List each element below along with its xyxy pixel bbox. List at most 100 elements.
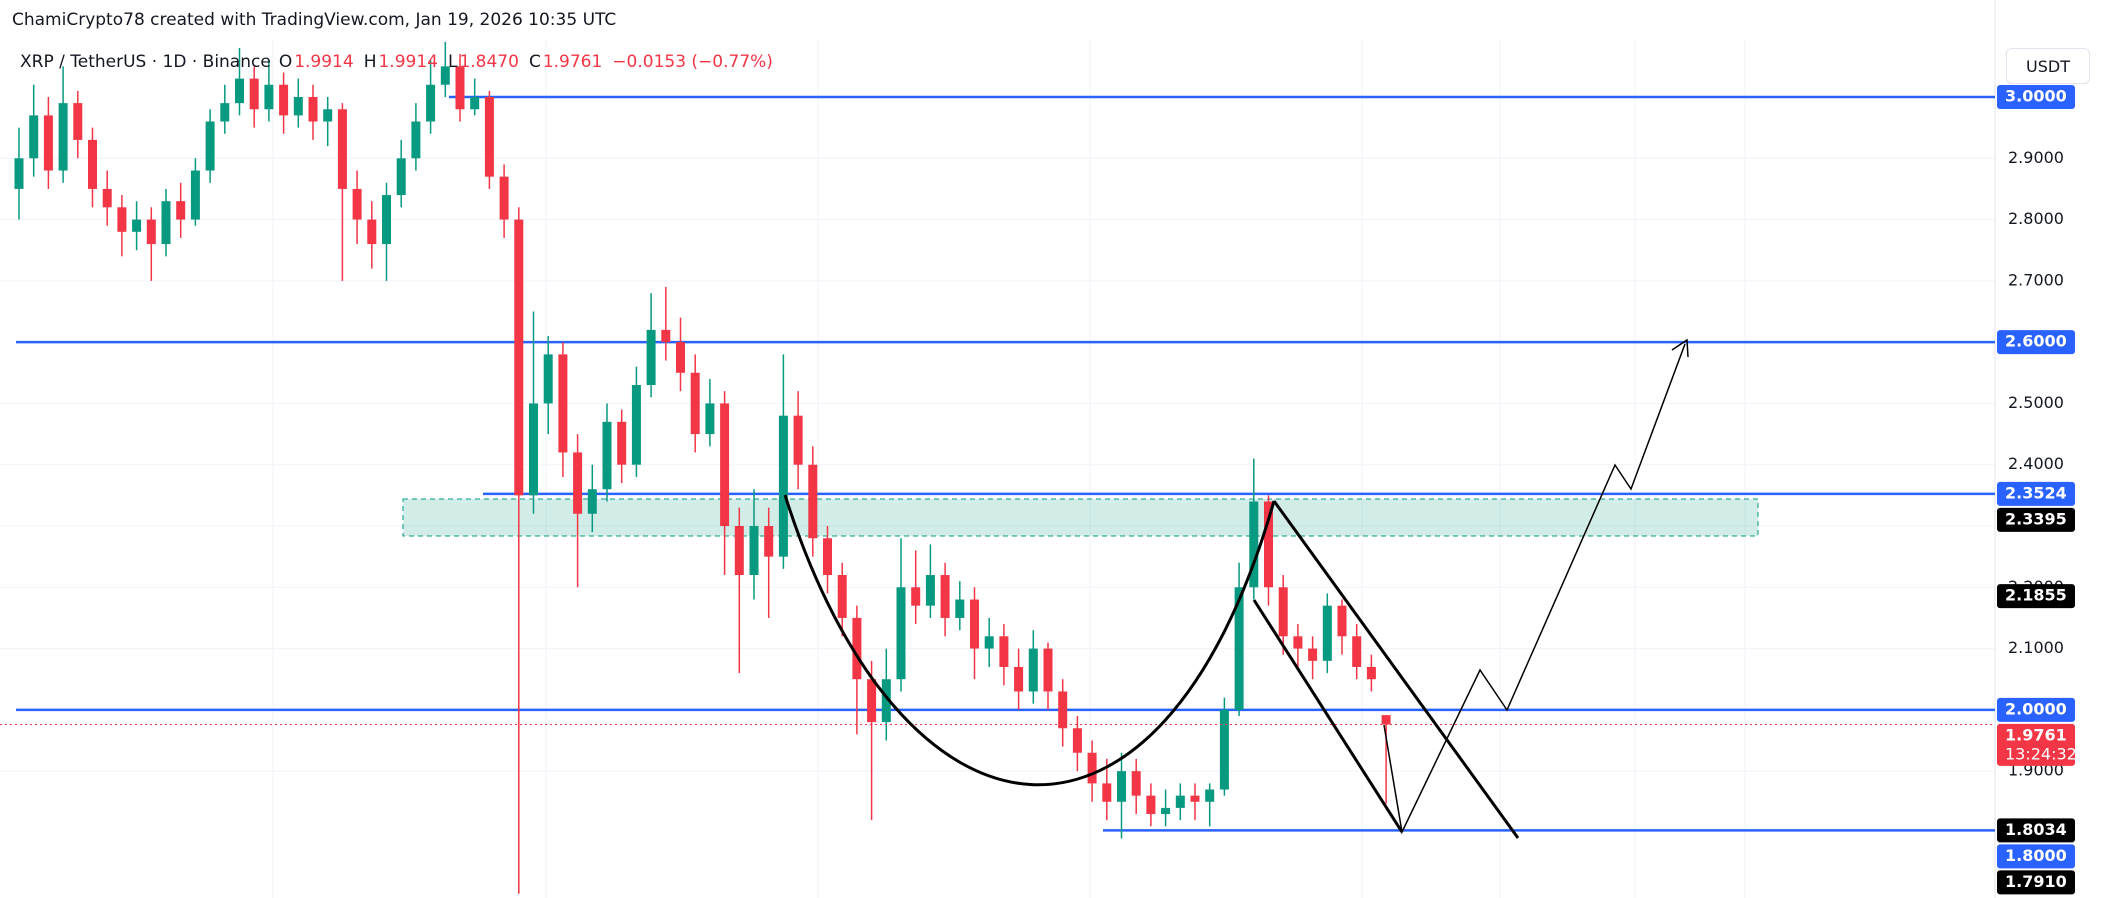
candle-body	[999, 636, 1009, 667]
candle-body	[352, 188, 362, 220]
candle-body	[279, 84, 289, 116]
candle-body	[73, 103, 83, 140]
candle-body	[690, 372, 700, 435]
price-tag	[1997, 844, 2075, 869]
candle-body	[764, 525, 774, 557]
projection-arrowhead	[1671, 338, 1689, 358]
price-tag-label: 2.3524	[2005, 483, 2067, 502]
candle-body	[602, 421, 612, 490]
candle-body	[176, 201, 186, 220]
price-tag-label: 2.6000	[2005, 332, 2067, 351]
price-tag-label: 2.3395	[2005, 509, 2067, 528]
candle-body	[455, 66, 465, 110]
y-tick-label: 2.5000	[2008, 393, 2064, 412]
price-tag	[1997, 330, 2075, 355]
candle-body	[1322, 605, 1332, 661]
candle-body	[793, 415, 803, 465]
candle-body	[1014, 666, 1024, 692]
candle-body	[514, 219, 524, 496]
candle-body	[1352, 636, 1362, 667]
ohlc-value: 1.9914	[378, 52, 438, 72]
candle-body	[1072, 728, 1082, 753]
candle-body	[1381, 715, 1391, 725]
candle-body	[190, 170, 200, 220]
price-tag	[1997, 584, 2075, 609]
ohlc-key: L	[447, 52, 458, 72]
candle-body	[778, 415, 788, 557]
y-tick-label: 2.4000	[2008, 454, 2064, 473]
y-tick-label: 2.8000	[2008, 209, 2064, 228]
candle-body	[1308, 648, 1318, 661]
candle-body	[925, 575, 935, 606]
candle-body	[161, 201, 171, 245]
candle-body	[484, 96, 494, 177]
change: −0.0153 (−0.77%)	[612, 52, 773, 72]
candle-body	[573, 452, 583, 514]
ohlc-key: H	[363, 52, 377, 72]
candle-body	[676, 342, 685, 373]
candle-body	[1278, 587, 1288, 637]
candle-body	[293, 96, 303, 116]
price-tag-label: 1.7910	[2005, 872, 2067, 891]
candle-body	[1043, 648, 1053, 692]
ohlc-value: 1.8470	[459, 52, 519, 72]
candle-body	[1337, 605, 1347, 637]
countdown: 13:24:32	[2005, 744, 2077, 763]
candle-body	[734, 525, 744, 576]
candle-body	[102, 188, 112, 208]
candle-body	[617, 421, 627, 465]
ohlc-value: 1.9761	[542, 52, 603, 72]
price-tag	[1997, 84, 2075, 109]
price-tag-label: 2.0000	[2005, 699, 2067, 718]
y-tick-label: 2.9000	[2008, 148, 2064, 167]
candle-body	[837, 575, 847, 618]
candle-body	[1219, 709, 1229, 790]
candle-body	[220, 103, 230, 122]
support-zone	[402, 498, 1759, 537]
candle-body	[470, 96, 480, 110]
candle-body	[43, 115, 53, 171]
channel-lower	[1252, 599, 1404, 833]
candle-body	[205, 121, 215, 171]
candle-body	[867, 679, 877, 723]
candle-body	[88, 139, 97, 189]
candle-body	[1366, 666, 1376, 680]
candle-body	[249, 78, 259, 110]
candle-body	[543, 354, 553, 404]
candle-body	[337, 109, 347, 189]
candle-body	[367, 219, 377, 245]
candle-body	[499, 176, 509, 220]
candle-body	[1293, 636, 1303, 649]
candle-body	[661, 329, 671, 343]
candle-body	[896, 587, 906, 680]
candle-body	[587, 489, 597, 514]
candle-body	[823, 538, 832, 576]
candle-body	[396, 158, 406, 196]
candle-body	[558, 354, 568, 453]
candle-body	[29, 115, 39, 159]
price-tag-label: 1.8034	[2005, 820, 2067, 839]
currency-button[interactable]: USDT	[2006, 48, 2090, 84]
candle-body	[440, 66, 450, 85]
candle-body	[808, 464, 818, 539]
projection-path	[1383, 343, 1686, 835]
candle-body	[984, 636, 994, 649]
candle-body	[911, 587, 921, 606]
candle-body	[631, 385, 641, 465]
price-tag-label: 2.1855	[2005, 586, 2067, 605]
ohlc-key: C	[528, 52, 541, 72]
candle-body	[1102, 783, 1112, 802]
candle-body	[264, 84, 274, 110]
candle-body	[955, 599, 965, 618]
candle-body	[970, 599, 979, 649]
candle-body	[1146, 795, 1156, 815]
candle-body	[146, 219, 156, 245]
candle-body	[1190, 795, 1200, 802]
candle-body	[58, 103, 68, 171]
price-tag-label: 1.9761	[2005, 725, 2067, 744]
ohlc-value: 1.9914	[294, 52, 354, 72]
candle-body	[1028, 648, 1038, 692]
candle-body	[852, 617, 862, 680]
